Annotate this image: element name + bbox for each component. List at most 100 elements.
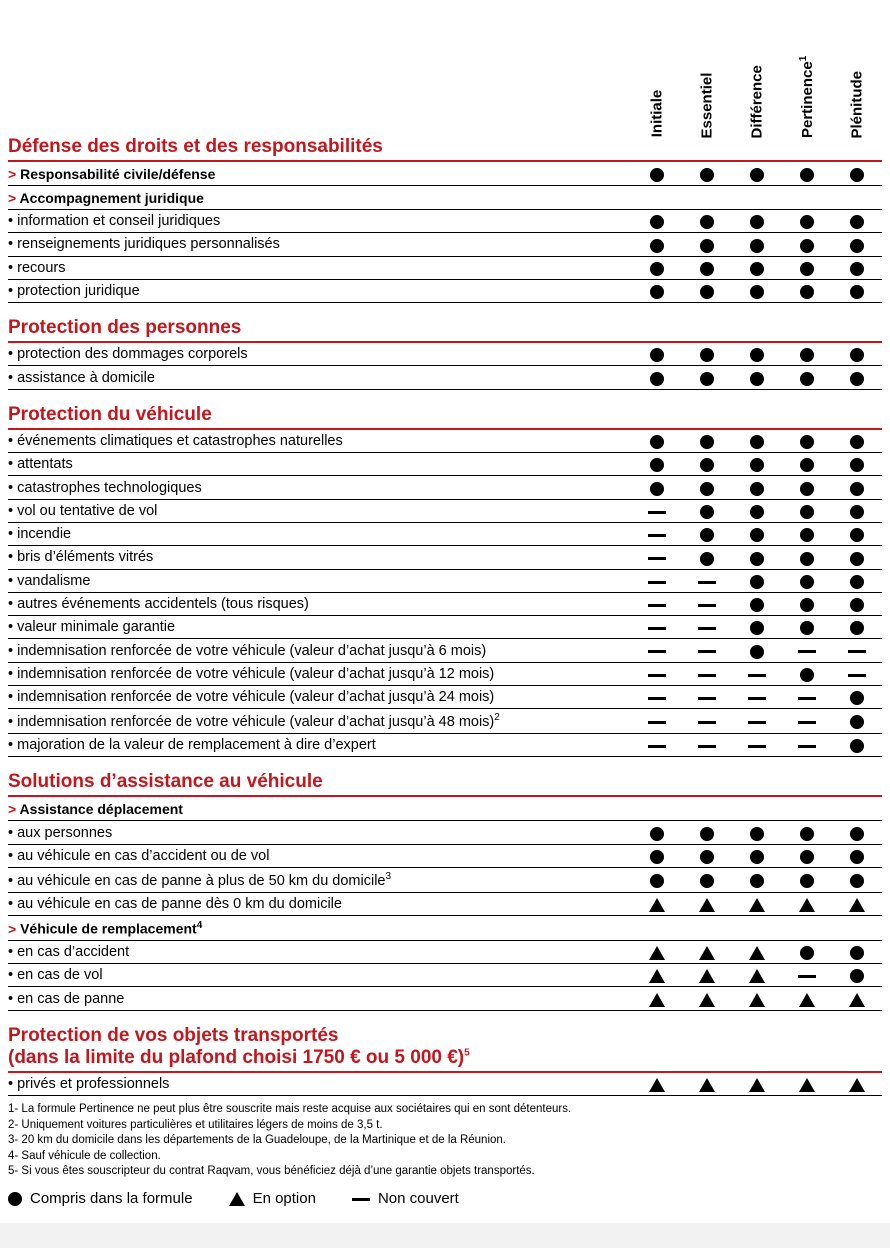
- mark-dot: [800, 458, 814, 472]
- cell-mark: [832, 868, 882, 893]
- item-row: majoration de la valeur de remplacement …: [8, 734, 882, 757]
- cell-mark: [832, 233, 882, 256]
- cell-mark: [732, 161, 782, 186]
- cell-mark: [782, 256, 832, 279]
- cell-mark: [832, 569, 882, 592]
- mark-dot: [800, 482, 814, 496]
- cell-mark: [782, 868, 832, 893]
- cell-mark: [832, 546, 882, 569]
- mark-dot: [800, 528, 814, 542]
- cell-mark: [632, 429, 682, 453]
- mark-dot: [850, 969, 864, 983]
- cell-mark: [732, 233, 782, 256]
- row-label: au véhicule en cas d’accident ou de vol: [8, 844, 632, 867]
- cell-mark: [632, 499, 682, 522]
- cell-mark: [682, 161, 732, 186]
- mark-dash: [648, 581, 666, 584]
- cell-mark: [732, 210, 782, 233]
- mark-dash: [848, 650, 866, 653]
- cell-mark: [732, 686, 782, 709]
- cell-mark: [682, 662, 732, 685]
- mark-tri: [749, 946, 765, 960]
- cell-mark: [732, 892, 782, 915]
- section-header: Solutions d’assistance au véhicule: [8, 757, 882, 797]
- cell-mark: [732, 429, 782, 453]
- item-row: attentats: [8, 453, 882, 476]
- cell-mark: [632, 916, 682, 941]
- row-label: bris d’éléments vitrés: [8, 546, 632, 569]
- mark-dot: [650, 215, 664, 229]
- legend-text: Compris dans la formule: [30, 1190, 193, 1207]
- mark-dot: [800, 668, 814, 682]
- mark-dot: [850, 598, 864, 612]
- cell-mark: [682, 429, 732, 453]
- mark-dot: [750, 827, 764, 841]
- mark-tri: [849, 993, 865, 1007]
- cell-mark: [782, 342, 832, 366]
- table-head: Initiale Essentiel Différence Pertinence…: [8, 12, 882, 122]
- mark-dot: [750, 598, 764, 612]
- cell-mark: [732, 844, 782, 867]
- cell-mark: [832, 987, 882, 1010]
- mark-dash: [698, 650, 716, 653]
- cell-mark: [682, 476, 732, 499]
- row-label: protection des dommages corporels: [8, 342, 632, 366]
- item-row: en cas de panne: [8, 987, 882, 1010]
- mark-dot: [700, 285, 714, 299]
- cell-mark: [682, 940, 732, 963]
- col-header: Essentiel: [682, 12, 732, 122]
- mark-dot: [800, 372, 814, 386]
- cell-mark: [632, 892, 682, 915]
- cell-mark: [732, 453, 782, 476]
- mark-dot: [850, 348, 864, 362]
- mark-dot: [800, 598, 814, 612]
- cell-mark: [832, 964, 882, 987]
- cell-mark: [732, 546, 782, 569]
- mark-dot: [800, 262, 814, 276]
- cell-mark: [632, 161, 682, 186]
- mark-dot: [850, 215, 864, 229]
- mark-dash: [698, 697, 716, 700]
- mark-tri: [799, 1078, 815, 1092]
- mark-dot: [800, 348, 814, 362]
- mark-dash: [748, 674, 766, 677]
- col-header: Initiale: [632, 12, 682, 122]
- cell-mark: [782, 499, 832, 522]
- mark-tri: [649, 969, 665, 983]
- mark-dot: [800, 575, 814, 589]
- cell-mark: [732, 1072, 782, 1096]
- cell-mark: [682, 844, 732, 867]
- cell-mark: [782, 453, 832, 476]
- mark-dot: [650, 168, 664, 182]
- item-row: incendie: [8, 522, 882, 545]
- cell-mark: [782, 522, 832, 545]
- mark-tri: [649, 993, 665, 1007]
- cell-mark: [832, 499, 882, 522]
- row-label: événements climatiques et catastrophes n…: [8, 429, 632, 453]
- cell-mark: [632, 662, 682, 685]
- mark-dot: [650, 458, 664, 472]
- item-row: valeur minimale garantie: [8, 616, 882, 639]
- mark-dot: [800, 621, 814, 635]
- cell-mark: [682, 233, 732, 256]
- cell-mark: [732, 868, 782, 893]
- sub-heading-row: Accompagnement juridique: [8, 186, 882, 210]
- cell-mark: [632, 734, 682, 757]
- item-row: protection juridique: [8, 279, 882, 302]
- cell-mark: [682, 796, 732, 821]
- mark-tri: [229, 1192, 245, 1206]
- mark-dash: [648, 697, 666, 700]
- mark-dot: [800, 239, 814, 253]
- section-header: Protection du véhicule: [8, 389, 882, 429]
- mark-tri: [849, 1078, 865, 1092]
- mark-dash: [698, 721, 716, 724]
- mark-dot: [850, 715, 864, 729]
- mark-tri: [699, 946, 715, 960]
- mark-dot: [700, 827, 714, 841]
- row-label: en cas d’accident: [8, 940, 632, 963]
- cell-mark: [832, 709, 882, 734]
- cell-mark: [682, 616, 732, 639]
- cell-mark: [682, 256, 732, 279]
- col-label: Essentiel: [699, 73, 716, 139]
- comparison-page: Initiale Essentiel Différence Pertinence…: [0, 0, 890, 1223]
